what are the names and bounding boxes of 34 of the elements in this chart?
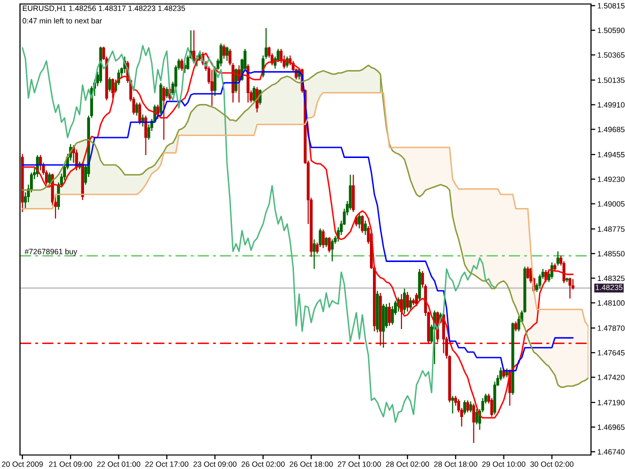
line-series: [22, 44, 496, 423]
candlestick: [463, 400, 466, 416]
candlestick: [165, 86, 168, 99]
candlestick: [226, 46, 228, 62]
candlestick: [220, 42, 222, 67]
candlestick: [192, 30, 196, 64]
candlestick: [409, 296, 412, 310]
candlestick: [111, 78, 114, 99]
candlestick: [469, 400, 472, 413]
candlestick: [415, 292, 418, 307]
candlestick: [364, 220, 367, 236]
candlestick: [568, 277, 572, 300]
candlestick: [451, 395, 454, 414]
candlestick: [406, 291, 409, 312]
candlestick: [403, 288, 406, 314]
candlestick: [252, 86, 256, 102]
candlestick: [180, 58, 184, 72]
candlestick: [466, 400, 470, 413]
candlestick: [475, 408, 478, 425]
candlestick: [388, 302, 391, 326]
candlestick: [526, 266, 530, 280]
candlestick: [108, 76, 112, 92]
candlestick: [400, 294, 403, 330]
candlestick: [384, 303, 388, 329]
candlestick: [358, 212, 361, 229]
candlestick: [550, 262, 554, 280]
candlestick: [210, 69, 214, 106]
candlestick: [222, 44, 226, 60]
candlestick: [330, 238, 334, 262]
candlestick: [556, 250, 560, 266]
line-series: [22, 92, 589, 327]
candlestick: [48, 172, 51, 186]
candlestick: [360, 214, 364, 234]
candlestick: [472, 402, 476, 444]
